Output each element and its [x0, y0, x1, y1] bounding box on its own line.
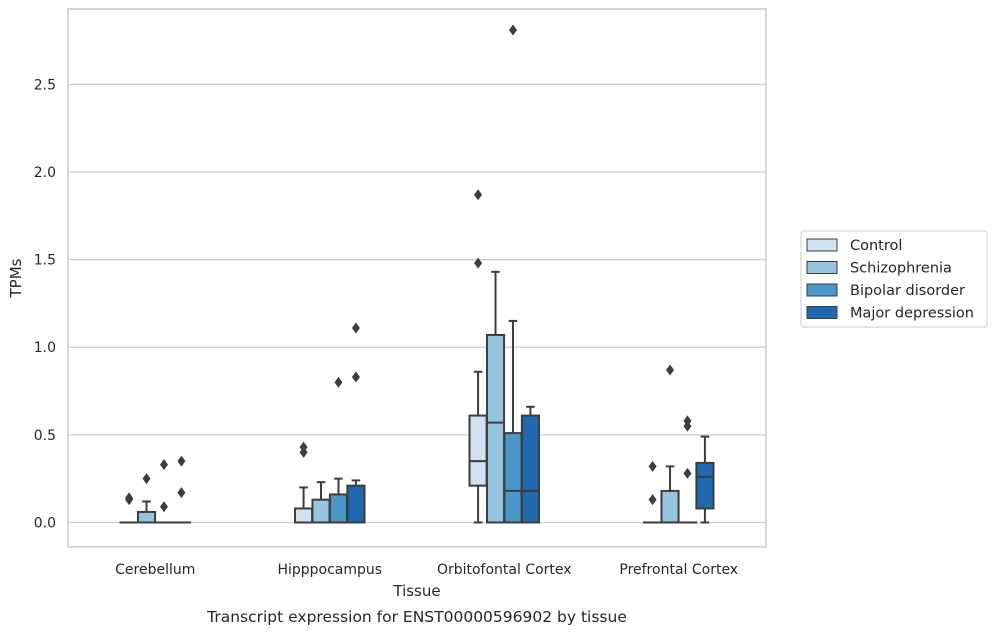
y-tick-label-5: 2.5	[34, 77, 56, 93]
legend-label: Major depression	[850, 306, 974, 322]
box-body	[328, 493, 349, 524]
legend-entry-schizophrenia: Schizophrenia	[806, 261, 952, 277]
outlier-point-0	[648, 494, 657, 506]
legend-swatch	[806, 283, 838, 297]
outlier-point-2	[683, 415, 692, 427]
outlier-point-1	[648, 460, 657, 472]
box-major-depression-cerebellum	[171, 455, 191, 524]
legend-entries: Control Schizophrenia Bipolar disorder Majo…	[806, 238, 974, 322]
x-tick-label-orbitofontal-cortex: Orbitofontal Cortex	[437, 562, 572, 578]
box-body	[468, 414, 488, 487]
boxes	[119, 24, 715, 524]
outlier-point-1	[299, 441, 308, 453]
box-body	[346, 484, 366, 524]
legend-label: Control	[850, 238, 902, 254]
box-body	[660, 489, 680, 524]
outlier-point-0	[142, 473, 151, 485]
legend-label: Schizophrenia	[850, 261, 952, 277]
box-control-prefrontal-cortex	[643, 460, 663, 524]
y-tick-label-1: 0.5	[34, 428, 56, 444]
legend-swatch	[806, 238, 838, 252]
x-tick-label-cerebellum: Cerebellum	[115, 562, 195, 578]
outlier-point-0	[351, 371, 360, 383]
gridlines	[68, 83, 766, 524]
outlier-point-1	[177, 455, 186, 467]
box-body	[136, 510, 157, 524]
x-tick-labels: Cerebellum Hipppocampus Orbitofontal Corte…	[115, 562, 738, 578]
legend: Control Schizophrenia Bipolar disorder Majo…	[800, 230, 988, 328]
box-body	[311, 498, 331, 524]
y-tick-label-3: 1.5	[34, 253, 56, 269]
outlier-point-0	[177, 487, 186, 499]
x-axis-label: Tissue	[392, 582, 440, 600]
box-major-depression-hipppocampus	[346, 322, 366, 524]
box-control-orbitofontal-cortex	[468, 189, 488, 524]
outlier-point-0	[474, 257, 483, 269]
legend-frame	[800, 230, 988, 328]
legend-entry-bipolar-disorder: Bipolar disorder	[806, 283, 965, 299]
y-tick-label-0: 0.0	[34, 515, 56, 531]
outlier-point-0	[508, 24, 517, 36]
box-schizophrenia-prefrontal-cortex	[660, 364, 680, 524]
y-tick-label-2: 1.0	[34, 340, 56, 356]
box-schizophrenia-orbitofontal-cortex	[485, 270, 506, 524]
outlier-point-1	[474, 189, 483, 201]
box-body	[485, 333, 506, 524]
y-axis-label: TPMs	[7, 258, 25, 298]
legend-entry-major-depression: Major depression	[806, 306, 974, 322]
chart-caption: Transcript expression for ENST0000059690…	[206, 608, 627, 626]
legend-swatch	[806, 261, 838, 274]
outlier-point-0	[334, 376, 343, 388]
legend-entry-control: Control	[806, 238, 902, 254]
box-body	[520, 414, 540, 524]
outlier-point-1	[125, 492, 134, 504]
outlier-point-0	[159, 501, 168, 513]
outlier-point-1	[351, 322, 360, 334]
box-bipolar-disorder-cerebellum	[154, 459, 174, 524]
box-major-depression-orbitofontal-cortex	[520, 405, 540, 524]
outlier-point-1	[159, 459, 168, 471]
box-control-hipppocampus	[294, 441, 314, 524]
y-tick-label-4: 2.0	[34, 165, 56, 181]
outlier-point-0	[683, 467, 692, 479]
x-tick-label-prefrontal-cortex: Prefrontal Cortex	[619, 562, 738, 578]
box-body	[503, 432, 523, 524]
y-tick-labels: 0.0 0.5 1.0 1.5 2.0 2.5	[34, 77, 56, 531]
plot-area-frame	[67, 8, 767, 548]
box-body	[695, 461, 715, 510]
box-control-cerebellum	[119, 492, 139, 524]
box-schizophrenia-hipppocampus	[311, 481, 331, 524]
box-bipolar-disorder-orbitofontal-cortex	[503, 24, 523, 524]
legend-label: Bipolar disorder	[850, 283, 965, 299]
legend-swatch	[806, 306, 838, 319]
box-bipolar-disorder-prefrontal-cortex	[677, 415, 698, 524]
box-bipolar-disorder-hipppocampus	[328, 376, 349, 524]
box-body	[294, 507, 314, 524]
box-major-depression-prefrontal-cortex	[695, 435, 715, 524]
outlier-point-0	[666, 364, 675, 376]
x-tick-label-hipppocampus: Hipppocampus	[277, 562, 382, 578]
box-schizophrenia-cerebellum	[136, 473, 157, 524]
